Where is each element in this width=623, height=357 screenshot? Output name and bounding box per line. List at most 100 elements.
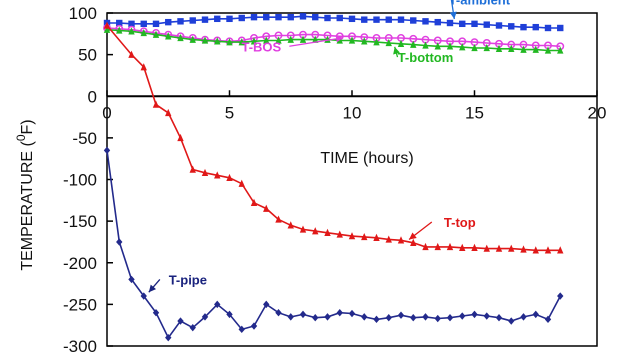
data-point-t-bottom [348,36,356,44]
data-point-t-ambient [373,16,380,23]
x-tick-label: 15 [465,103,484,122]
data-point-t-bottom [544,46,552,54]
data-point-t-top [459,243,466,251]
data-point-t-top [275,215,282,223]
data-point-t-bottom [250,37,258,45]
y-tick-label: -100 [63,171,97,190]
data-point-t-ambient [287,13,294,21]
data-point-t-top [226,173,233,182]
data-point-t-ambient [544,24,552,32]
data-point-t-ambient [495,22,503,29]
data-point-t-ambient [116,19,123,27]
data-point-t-bottom [434,42,441,50]
data-point-t-pipe [140,292,147,300]
data-point-t-top [495,244,503,252]
data-point-t-bottom [459,43,466,51]
data-point-t-ambient [397,16,405,23]
data-point-t-ambient [250,13,258,21]
data-point-t-bottom [201,36,209,44]
annotation-t-pipe: T-pipe [169,272,207,287]
y-tick-label: -50 [72,129,97,148]
series-line-t-bottom [106,28,561,52]
data-point-t-bottom [483,43,490,52]
data-point-t-bottom [263,36,270,44]
data-point-t-ambient [336,14,343,22]
data-point-t-top [410,238,417,246]
annotation-t-bos: T-BOS [241,39,281,54]
data-point-t-bottom [103,25,111,33]
data-point-t-ambient [263,13,270,21]
data-point-t-ambient [410,17,417,24]
data-point-t-pipe [201,313,209,321]
data-point-t-top [397,236,405,244]
data-point-t-ambient [238,14,245,22]
data-point-t-bottom [410,40,417,48]
data-point-t-top [103,21,111,29]
data-point-t-top [128,50,135,58]
x-axis-label: TIME (hours) [320,150,413,167]
data-point-t-ambient [189,17,196,24]
data-point-t-pipe [299,310,307,319]
x-tick-label: 10 [343,103,362,122]
y-tick-label: 100 [69,4,97,23]
data-point-t-ambient [557,24,564,32]
data-point-t-pipe [103,146,111,155]
data-point-t-top [152,100,160,108]
data-point-t-top [471,243,478,251]
data-point-t-top [263,204,270,212]
data-point-t-top [201,168,209,177]
data-point-t-bottom [471,43,478,52]
data-point-t-pipe [373,315,380,324]
data-point-t-pipe [128,275,135,284]
data-point-t-pipe [471,310,478,319]
data-point-t-bottom [189,35,196,43]
data-point-t-bottom [177,33,184,42]
data-point-t-pipe [361,313,368,321]
data-point-t-bottom [508,44,515,52]
data-point-t-pipe [312,313,319,322]
data-point-t-ambient [508,23,515,30]
data-point-t-pipe [397,311,405,319]
data-point-t-ambient [532,23,539,31]
data-point-t-bottom [361,37,368,45]
data-point-t-top [312,227,319,235]
data-point-t-pipe [557,292,564,300]
annotation-t-top: T-top [444,215,476,230]
data-point-t-bottom [422,41,429,49]
data-point-t-pipe [250,322,258,330]
data-point-t-bottom [385,38,392,47]
series-line-t-pipe [106,150,562,340]
annotation-arrowhead-t-ambient [449,11,457,20]
data-point-t-bottom [397,39,405,48]
x-tick-label: 5 [225,103,234,122]
data-point-t-ambient [201,16,209,23]
data-point-t-ambient [434,18,441,26]
data-point-t-pipe [324,313,331,321]
annotation-arrowhead-t-bottom [393,46,400,55]
data-point-t-ambient [226,15,233,23]
data-point-t-pipe [177,317,184,325]
y-tick-label: -150 [63,212,97,231]
y-tick-label: 50 [78,46,97,65]
data-point-t-top [238,179,245,187]
data-point-t-pipe [226,310,233,319]
data-point-t-pipe [165,333,172,342]
data-point-t-pipe [214,300,221,309]
data-point-t-top [250,198,258,207]
data-point-t-bottom [373,38,380,46]
data-point-t-top [373,233,380,241]
data-point-t-pipe [483,312,490,320]
data-point-t-top [287,221,294,229]
data-point-t-top [299,225,307,233]
data-point-t-pipe [238,325,245,334]
data-point-t-ambient [152,20,160,28]
x-tick-label: 20 [588,103,607,122]
data-point-t-ambient [520,23,527,31]
series-line-t-ambient [107,15,561,29]
data-point-t-pipe [410,313,417,322]
data-point-t-pipe [116,238,123,246]
data-point-t-top [336,230,343,238]
data-point-t-pipe [495,313,503,322]
y-axis-label: TEMPERATURE (0F) [14,119,36,270]
